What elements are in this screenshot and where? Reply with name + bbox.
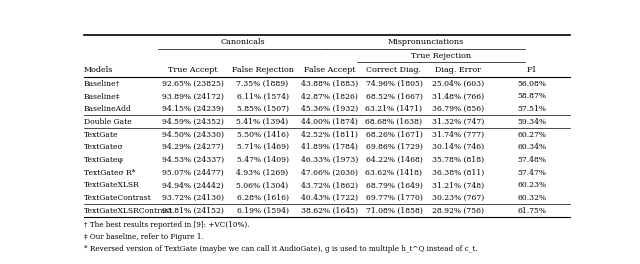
Text: TextGateφ: TextGateφ bbox=[84, 156, 124, 164]
Text: 95.07% (24477): 95.07% (24477) bbox=[162, 169, 224, 177]
Text: 47.66% (2030): 47.66% (2030) bbox=[301, 169, 358, 177]
Text: 69.77% (1770): 69.77% (1770) bbox=[365, 194, 422, 202]
Text: 36.79% (856): 36.79% (856) bbox=[433, 105, 484, 113]
Text: ‡ Our baseline, refer to Figure 1.: ‡ Our baseline, refer to Figure 1. bbox=[84, 233, 204, 241]
Text: 68.79% (1649): 68.79% (1649) bbox=[365, 181, 422, 189]
Text: 42.52% (1811): 42.52% (1811) bbox=[301, 131, 358, 139]
Text: TextGateσ R*: TextGateσ R* bbox=[84, 169, 136, 177]
Text: 31.21% (748): 31.21% (748) bbox=[433, 181, 484, 189]
Text: Baseline†: Baseline† bbox=[84, 80, 120, 88]
Text: Correct Diag.: Correct Diag. bbox=[367, 65, 422, 74]
Text: Double Gate: Double Gate bbox=[84, 118, 132, 126]
Text: 57.48%: 57.48% bbox=[517, 156, 547, 164]
Text: 25.04% (603): 25.04% (603) bbox=[433, 80, 484, 88]
Text: 6.11% (1574): 6.11% (1574) bbox=[237, 92, 289, 101]
Text: 45.36% (1932): 45.36% (1932) bbox=[301, 105, 358, 113]
Text: 5.47% (1409): 5.47% (1409) bbox=[237, 156, 289, 164]
Text: † The best results reported in [9]: +VC(10%).: † The best results reported in [9]: +VC(… bbox=[84, 221, 250, 229]
Text: 60.32%: 60.32% bbox=[517, 194, 547, 202]
Text: 42.87% (1826): 42.87% (1826) bbox=[301, 92, 358, 101]
Text: Canonicals: Canonicals bbox=[220, 38, 265, 46]
Text: 57.51%: 57.51% bbox=[517, 105, 547, 113]
Text: 64.22% (1468): 64.22% (1468) bbox=[365, 156, 422, 164]
Text: 30.14% (746): 30.14% (746) bbox=[433, 143, 484, 151]
Text: 68.52% (1667): 68.52% (1667) bbox=[365, 92, 422, 101]
Text: 74.96% (1805): 74.96% (1805) bbox=[365, 80, 422, 88]
Text: 69.86% (1729): 69.86% (1729) bbox=[365, 143, 422, 151]
Text: 63.21% (1471): 63.21% (1471) bbox=[365, 105, 422, 113]
Text: 92.65% (23825): 92.65% (23825) bbox=[162, 80, 224, 88]
Text: 58.87%: 58.87% bbox=[517, 92, 547, 101]
Text: TextGateXLSR: TextGateXLSR bbox=[84, 181, 140, 189]
Text: 6.19% (1594): 6.19% (1594) bbox=[237, 207, 289, 215]
Text: 93.89% (24172): 93.89% (24172) bbox=[162, 92, 224, 101]
Text: Mispronunciations: Mispronunciations bbox=[388, 38, 465, 46]
Text: 61.75%: 61.75% bbox=[517, 207, 547, 215]
Text: 63.62% (1418): 63.62% (1418) bbox=[365, 169, 422, 177]
Text: TextGateσ: TextGateσ bbox=[84, 143, 124, 151]
Text: 60.27%: 60.27% bbox=[517, 131, 547, 139]
Text: 41.89% (1784): 41.89% (1784) bbox=[301, 143, 358, 151]
Text: 31.32% (747): 31.32% (747) bbox=[433, 118, 484, 126]
Text: 43.88% (1883): 43.88% (1883) bbox=[301, 80, 358, 88]
Text: 5.50% (1416): 5.50% (1416) bbox=[237, 131, 289, 139]
Text: 71.08% (1858): 71.08% (1858) bbox=[365, 207, 422, 215]
Text: 60.34%: 60.34% bbox=[517, 143, 547, 151]
Text: 43.72% (1862): 43.72% (1862) bbox=[301, 181, 358, 189]
Text: 94.29% (24277): 94.29% (24277) bbox=[162, 143, 224, 151]
Text: False Accept: False Accept bbox=[304, 65, 355, 74]
Text: False Rejection: False Rejection bbox=[232, 65, 294, 74]
Text: 56.08%: 56.08% bbox=[517, 80, 547, 88]
Text: TextGateContrast: TextGateContrast bbox=[84, 194, 152, 202]
Text: True Accept: True Accept bbox=[168, 65, 218, 74]
Text: Baseline‡: Baseline‡ bbox=[84, 92, 120, 101]
Text: 94.50% (24330): 94.50% (24330) bbox=[162, 131, 224, 139]
Text: Models: Models bbox=[84, 65, 113, 74]
Text: 7.35% (1889): 7.35% (1889) bbox=[236, 80, 289, 88]
Text: 94.15% (24239): 94.15% (24239) bbox=[162, 105, 224, 113]
Text: 44.00% (1874): 44.00% (1874) bbox=[301, 118, 358, 126]
Text: 40.43% (1722): 40.43% (1722) bbox=[301, 194, 358, 202]
Text: F1: F1 bbox=[527, 65, 537, 74]
Text: 68.68% (1638): 68.68% (1638) bbox=[365, 118, 422, 126]
Text: 28.92% (756): 28.92% (756) bbox=[433, 207, 484, 215]
Text: 6.28% (1616): 6.28% (1616) bbox=[237, 194, 289, 202]
Text: BaselineAdd: BaselineAdd bbox=[84, 105, 132, 113]
Text: 93.81% (24152): 93.81% (24152) bbox=[162, 207, 224, 215]
Text: 60.23%: 60.23% bbox=[517, 181, 547, 189]
Text: 94.94% (24442): 94.94% (24442) bbox=[162, 181, 224, 189]
Text: 93.72% (24130): 93.72% (24130) bbox=[162, 194, 224, 202]
Text: 68.26% (1671): 68.26% (1671) bbox=[365, 131, 422, 139]
Text: 36.38% (811): 36.38% (811) bbox=[433, 169, 484, 177]
Text: 5.71% (1469): 5.71% (1469) bbox=[237, 143, 289, 151]
Text: 31.74% (777): 31.74% (777) bbox=[433, 131, 484, 139]
Text: 5.85% (1507): 5.85% (1507) bbox=[237, 105, 289, 113]
Text: True Rejection: True Rejection bbox=[411, 52, 471, 60]
Text: 5.06% (1304): 5.06% (1304) bbox=[236, 181, 289, 189]
Text: 31.48% (766): 31.48% (766) bbox=[433, 92, 484, 101]
Text: 5.41% (1394): 5.41% (1394) bbox=[236, 118, 289, 126]
Text: 57.47%: 57.47% bbox=[517, 169, 547, 177]
Text: * Reversed version of TextGate (maybe we can call it AudioGate), g is used to mu: * Reversed version of TextGate (maybe we… bbox=[84, 245, 477, 253]
Text: Diag. Error: Diag. Error bbox=[435, 65, 481, 74]
Text: 38.62% (1645): 38.62% (1645) bbox=[301, 207, 358, 215]
Text: 94.59% (24352): 94.59% (24352) bbox=[162, 118, 224, 126]
Text: TextGate: TextGate bbox=[84, 131, 118, 139]
Text: 59.34%: 59.34% bbox=[517, 118, 547, 126]
Text: TextGateXLSRContrast: TextGateXLSRContrast bbox=[84, 207, 173, 215]
Text: 46.33% (1973): 46.33% (1973) bbox=[301, 156, 358, 164]
Text: 94.53% (24337): 94.53% (24337) bbox=[162, 156, 224, 164]
Text: 35.78% (818): 35.78% (818) bbox=[433, 156, 484, 164]
Text: 30.23% (767): 30.23% (767) bbox=[433, 194, 484, 202]
Text: 4.93% (1269): 4.93% (1269) bbox=[236, 169, 289, 177]
